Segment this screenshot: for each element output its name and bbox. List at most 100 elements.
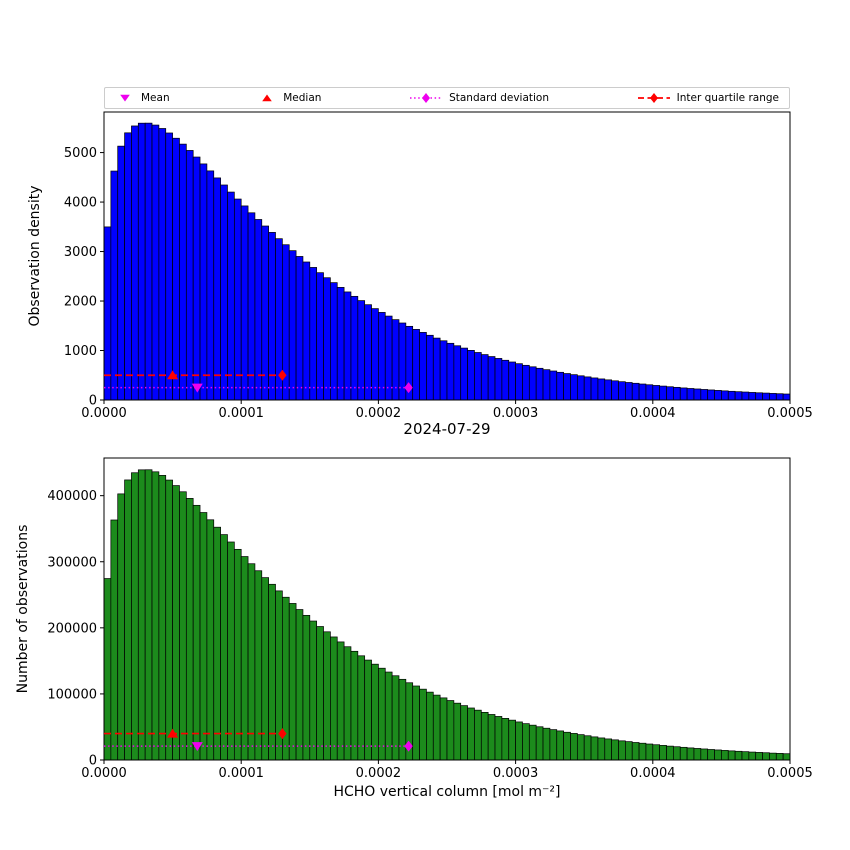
histogram-bar: [220, 184, 228, 401]
histogram-bar: [556, 371, 564, 401]
histogram-bar: [522, 364, 530, 401]
histogram-bar: [460, 705, 468, 761]
y-tick-label: 2000: [64, 295, 97, 310]
histogram-bar: [590, 736, 599, 761]
histogram-bar: [556, 730, 564, 761]
histogram-bar: [638, 742, 647, 761]
histogram-bar: [755, 752, 763, 761]
histogram-bar: [782, 393, 791, 401]
histogram-bar: [357, 300, 366, 401]
y-tick-label: 0: [89, 394, 97, 409]
histogram-bar: [508, 361, 516, 401]
histogram-bar: [213, 177, 221, 401]
histogram-bar: [542, 369, 551, 401]
legend-label-std: Standard deviation: [449, 92, 550, 104]
histogram-bar: [103, 226, 112, 401]
histogram-bar: [124, 132, 132, 401]
histogram-bar: [316, 272, 324, 401]
histogram-bar: [158, 128, 167, 401]
histogram-bar: [240, 205, 249, 401]
legend-label-median: Median: [283, 92, 322, 104]
histogram-bar: [453, 702, 462, 761]
histogram-bar: [254, 570, 263, 761]
y-tick-label: 400000: [47, 489, 97, 504]
histogram-bar: [494, 358, 503, 401]
histogram-bar: [336, 287, 345, 401]
axes-frame: [103, 111, 791, 401]
histogram-bar: [446, 700, 455, 761]
histogram-bar: [652, 744, 661, 761]
histogram-bar: [474, 352, 482, 401]
histogram-bar: [453, 345, 462, 401]
histogram-bar: [151, 124, 160, 401]
histogram-bar: [391, 675, 400, 761]
histogram-bar: [419, 332, 427, 401]
histogram-bar: [494, 716, 503, 761]
histogram-bar: [775, 753, 784, 761]
histogram-bar: [549, 370, 558, 401]
histogram-bar: [631, 382, 640, 401]
legend-item-mean: Mean: [115, 92, 170, 104]
histogram-bar: [233, 198, 242, 401]
x-tick-label: 0.0001: [218, 766, 264, 781]
histogram-bar: [673, 746, 681, 761]
histogram-bar: [659, 745, 667, 761]
histogram-bar: [357, 655, 366, 761]
histogram-bar: [535, 367, 544, 401]
x-tick-label: 0.0002: [356, 406, 402, 421]
histogram-bar: [755, 392, 763, 401]
legend-item-iqr: Inter quartile range: [637, 92, 779, 104]
x-tick-label: 0.0001: [218, 406, 264, 421]
histogram-bar: [652, 385, 661, 401]
histogram-bar: [110, 170, 119, 401]
histogram-bar: [323, 631, 331, 761]
histogram-bar: [137, 469, 146, 761]
histogram-bar: [501, 359, 510, 401]
histogram-bar: [638, 383, 647, 401]
histogram-bar: [117, 493, 125, 761]
median-marker: [167, 370, 179, 380]
histogram-bar: [480, 354, 489, 401]
mean-marker: [191, 742, 203, 752]
x-tick-label: 0.0002: [356, 766, 402, 781]
histogram-bar: [227, 541, 235, 761]
histogram-bar: [570, 733, 578, 761]
histogram-bar: [734, 391, 743, 401]
histogram-bar: [144, 469, 153, 761]
histogram-bar: [350, 295, 359, 401]
histogram-bar: [563, 731, 571, 761]
histogram-bar: [618, 381, 626, 401]
x-tick-label: 0.0005: [767, 766, 813, 781]
x-tick-label: 0.0004: [630, 766, 676, 781]
histogram-bar: [309, 620, 318, 761]
y-tick-label: 1000: [64, 344, 97, 359]
histogram-bar: [185, 150, 194, 401]
histogram-bar: [570, 374, 578, 401]
histogram-bar: [364, 304, 372, 401]
histogram-bar: [707, 749, 715, 761]
x-tick-label: 0.0000: [81, 406, 127, 421]
histogram-bar: [172, 137, 180, 401]
histogram-bar: [611, 739, 619, 761]
histogram-bar: [137, 122, 146, 401]
histogram-bar: [233, 548, 242, 761]
histogram-bar: [734, 750, 743, 761]
histogram-bar: [707, 389, 715, 401]
histogram-bar: [487, 714, 496, 761]
histogram-bar: [110, 519, 119, 761]
histogram-bar: [302, 261, 311, 401]
median-marker: [167, 728, 179, 738]
histogram-bar: [487, 356, 496, 401]
histogram-bar: [288, 250, 297, 401]
histogram-bar: [131, 125, 139, 401]
histogram-bar: [501, 718, 510, 761]
histogram-bar: [604, 379, 612, 401]
histogram-bar: [700, 748, 709, 761]
observation-density-chart: 0.0000 0.0001 0.0002 0.0003 0.0004 0.0005 0 100…: [64, 111, 813, 421]
histogram-bar: [625, 741, 633, 761]
std-dev-dotted-diamond-icon: [410, 93, 443, 103]
histogram-bar: [371, 308, 379, 401]
histogram-bar: [330, 282, 338, 401]
std-dev-diamond-marker: [404, 740, 413, 752]
